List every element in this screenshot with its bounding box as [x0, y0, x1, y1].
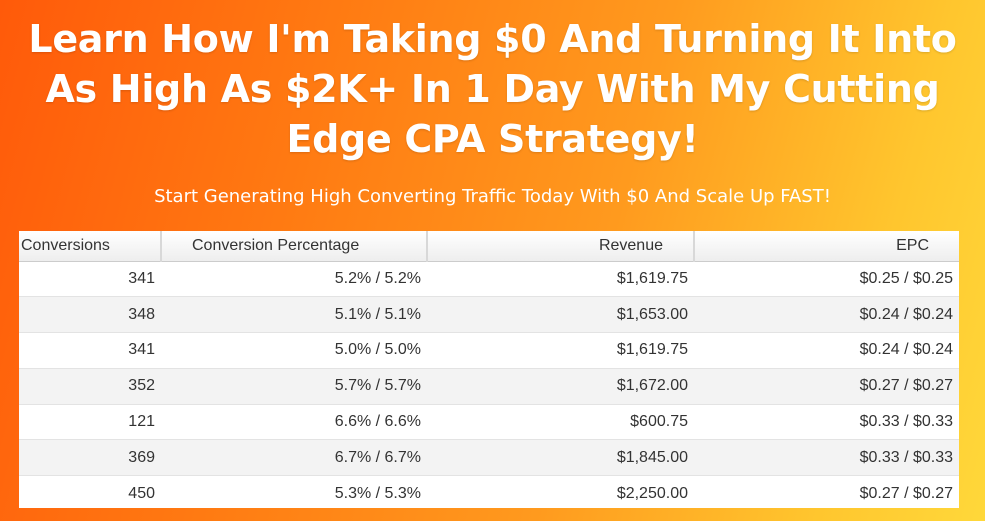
conversions-cell: 450 — [19, 475, 161, 508]
column-header-conversions[interactable]: Conversions — [19, 231, 162, 262]
epc-cell: $0.25 / $0.25 — [694, 261, 959, 298]
conversions-cell: 341 — [19, 332, 161, 369]
conversions-cell: 121 — [19, 404, 161, 441]
conversions-cell: 348 — [19, 296, 161, 334]
table-row: 121 6.6% / 6.6% $600.75 $0.33 / $0.33 — [19, 404, 959, 441]
table-row: 341 5.2% / 5.2% $1,619.75 $0.25 / $0.25 — [19, 261, 959, 298]
epc-cell: $0.33 / $0.33 — [694, 439, 959, 477]
revenue-cell: $1,845.00 — [427, 439, 694, 477]
page-subheadline: Start Generating High Converting Traffic… — [154, 186, 831, 207]
table-header-row: Conversions Conversion Percentage Revenu… — [19, 231, 959, 262]
revenue-cell: $600.75 — [427, 404, 694, 441]
epc-cell: $0.27 / $0.27 — [694, 475, 959, 508]
conversion-percentage-cell: 5.7% / 5.7% — [161, 368, 427, 405]
revenue-cell: $1,672.00 — [427, 368, 694, 405]
epc-cell: $0.24 / $0.24 — [694, 332, 959, 369]
revenue-cell: $1,619.75 — [427, 261, 694, 298]
epc-cell: $0.27 / $0.27 — [694, 368, 959, 405]
table-row: 369 6.7% / 6.7% $1,845.00 $0.33 / $0.33 — [19, 439, 959, 477]
table-row: 348 5.1% / 5.1% $1,653.00 $0.24 / $0.24 — [19, 296, 959, 334]
column-header-conversion-percentage[interactable]: Conversion Percentage — [161, 231, 428, 262]
conversion-percentage-cell: 5.2% / 5.2% — [161, 261, 427, 298]
epc-cell: $0.33 / $0.33 — [694, 404, 959, 441]
conversion-percentage-cell: 6.6% / 6.6% — [161, 404, 427, 441]
epc-cell: $0.24 / $0.24 — [694, 296, 959, 334]
conversion-percentage-cell: 5.0% / 5.0% — [161, 332, 427, 369]
page-headline: Learn How I'm Taking $0 And Turning It I… — [28, 17, 957, 161]
conversion-percentage-cell: 5.1% / 5.1% — [161, 296, 427, 334]
stats-table: Conversions Conversion Percentage Revenu… — [19, 231, 959, 508]
table-row: 352 5.7% / 5.7% $1,672.00 $0.27 / $0.27 — [19, 368, 959, 405]
stats-table-container: Conversions Conversion Percentage Revenu… — [19, 231, 959, 508]
revenue-cell: $2,250.00 — [427, 475, 694, 508]
conversion-percentage-cell: 5.3% / 5.3% — [161, 475, 427, 508]
conversions-cell: 352 — [19, 368, 161, 405]
column-header-revenue[interactable]: Revenue — [427, 231, 695, 262]
conversions-cell: 369 — [19, 439, 161, 477]
table-row: 450 5.3% / 5.3% $2,250.00 $0.27 / $0.27 — [19, 475, 959, 508]
revenue-cell: $1,653.00 — [427, 296, 694, 334]
column-header-epc[interactable]: EPC — [694, 231, 959, 262]
revenue-cell: $1,619.75 — [427, 332, 694, 369]
conversions-cell: 341 — [19, 261, 161, 298]
table-row: 341 5.0% / 5.0% $1,619.75 $0.24 / $0.24 — [19, 332, 959, 369]
conversion-percentage-cell: 6.7% / 6.7% — [161, 439, 427, 477]
